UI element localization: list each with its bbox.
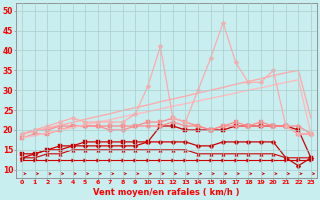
X-axis label: Vent moyen/en rafales ( km/h ): Vent moyen/en rafales ( km/h ) xyxy=(93,188,240,197)
